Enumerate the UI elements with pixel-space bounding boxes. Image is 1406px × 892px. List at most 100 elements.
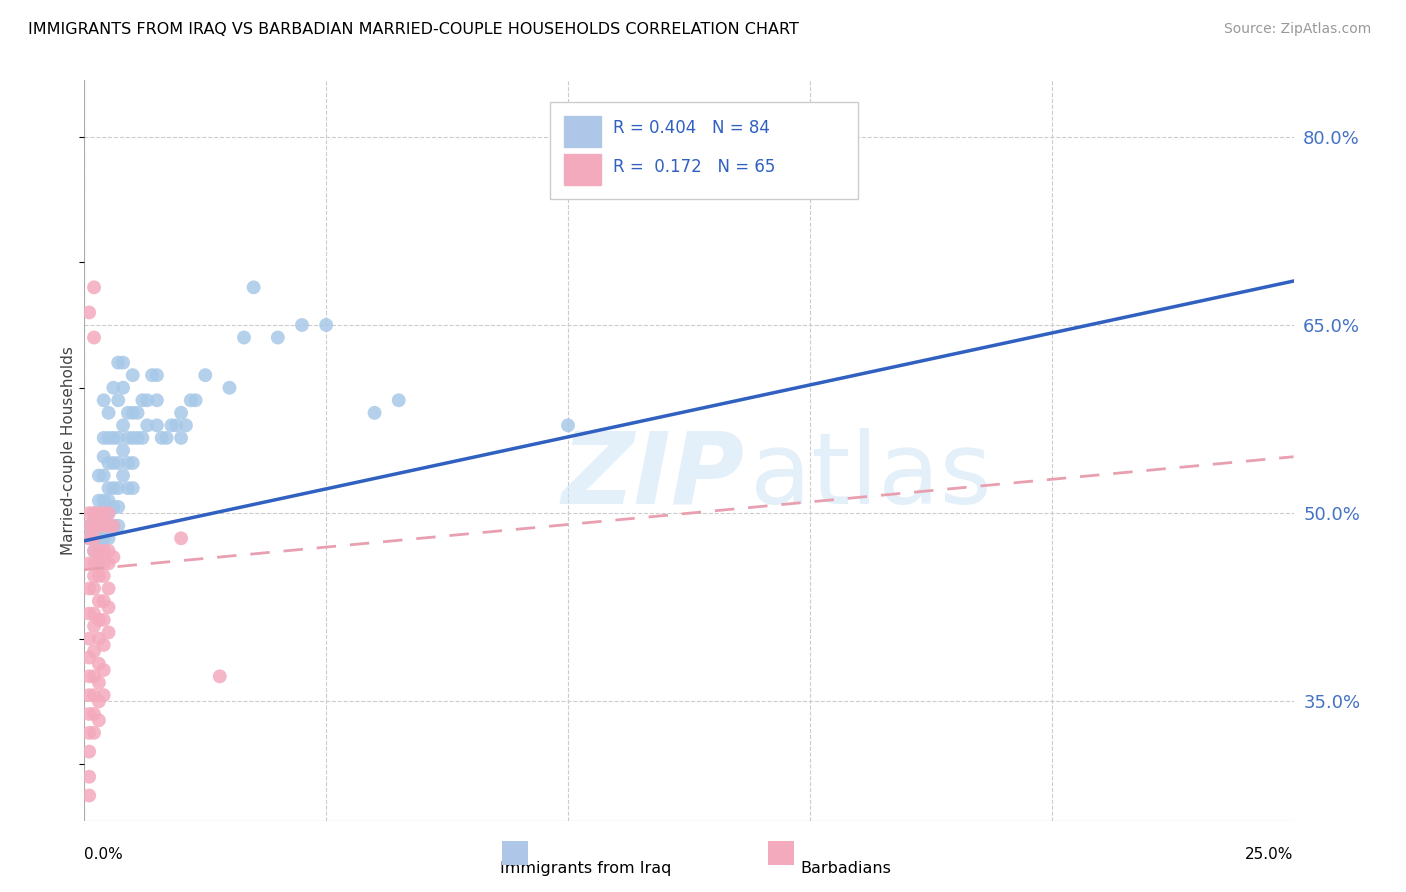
Point: [97, 406, 120, 420]
Point: [103, 550, 125, 565]
Point: [77, 745, 100, 759]
Point: [97, 544, 120, 558]
Point: [112, 356, 135, 370]
Point: [103, 381, 125, 395]
Point: [87, 506, 110, 520]
Point: [127, 406, 149, 420]
Point: [87, 694, 110, 708]
Point: [77, 789, 100, 803]
Point: [83, 518, 105, 533]
Point: [87, 544, 110, 558]
Point: [97, 493, 120, 508]
Text: atlas: atlas: [749, 428, 991, 524]
Point: [184, 393, 207, 408]
Point: [103, 500, 125, 514]
Point: [87, 675, 110, 690]
Point: [155, 431, 177, 445]
Point: [107, 393, 129, 408]
Point: [83, 518, 105, 533]
Point: [97, 600, 120, 615]
Point: [103, 518, 125, 533]
Point: [170, 406, 193, 420]
Point: [77, 669, 100, 683]
Point: [93, 663, 115, 677]
Point: [291, 318, 314, 332]
Point: [83, 688, 105, 702]
Point: [146, 418, 169, 433]
Text: Immigrants from Iraq: Immigrants from Iraq: [501, 862, 672, 876]
Point: [363, 406, 385, 420]
Point: [93, 594, 115, 608]
Point: [170, 531, 193, 545]
Point: [83, 669, 105, 683]
Point: [83, 619, 105, 633]
Point: [97, 582, 120, 596]
Point: [131, 431, 153, 445]
Point: [97, 506, 120, 520]
Point: [117, 406, 139, 420]
Point: [136, 393, 159, 408]
Point: [83, 569, 105, 583]
Text: 0.0%: 0.0%: [84, 847, 124, 862]
Point: [93, 688, 115, 702]
Point: [654, 142, 676, 156]
Point: [97, 431, 120, 445]
Point: [107, 481, 129, 495]
FancyBboxPatch shape: [564, 116, 600, 147]
Point: [87, 613, 110, 627]
Point: [77, 518, 100, 533]
Point: [127, 431, 149, 445]
Point: [93, 544, 115, 558]
Point: [77, 531, 100, 545]
Point: [97, 456, 120, 470]
Point: [87, 657, 110, 671]
Point: [77, 632, 100, 646]
Point: [170, 431, 193, 445]
Point: [97, 506, 120, 520]
Point: [83, 280, 105, 294]
Point: [87, 493, 110, 508]
Point: [83, 582, 105, 596]
Text: Barbadians: Barbadians: [800, 862, 891, 876]
Point: [107, 356, 129, 370]
Point: [121, 456, 143, 470]
Point: [93, 518, 115, 533]
Point: [165, 418, 187, 433]
Point: [93, 638, 115, 652]
Point: [121, 406, 143, 420]
Point: [112, 381, 135, 395]
Point: [83, 506, 105, 520]
Point: [97, 481, 120, 495]
Text: IMMIGRANTS FROM IRAQ VS BARBADIAN MARRIED-COUPLE HOUSEHOLDS CORRELATION CHART: IMMIGRANTS FROM IRAQ VS BARBADIAN MARRIE…: [28, 22, 799, 37]
Point: [107, 456, 129, 470]
Point: [117, 456, 139, 470]
Point: [87, 518, 110, 533]
Point: [83, 531, 105, 545]
Point: [93, 557, 115, 571]
Point: [83, 557, 105, 571]
Point: [83, 607, 105, 621]
Point: [112, 468, 135, 483]
Point: [93, 431, 115, 445]
Point: [194, 368, 217, 383]
Point: [87, 569, 110, 583]
Point: [267, 330, 290, 344]
Point: [112, 443, 135, 458]
Point: [150, 431, 173, 445]
Point: [117, 481, 139, 495]
Point: [103, 481, 125, 495]
Point: [77, 650, 100, 665]
Point: [97, 518, 120, 533]
Point: [388, 393, 411, 408]
Point: [136, 418, 159, 433]
Point: [141, 368, 163, 383]
Point: [87, 557, 110, 571]
Point: [112, 418, 135, 433]
Point: [596, 142, 619, 156]
Point: [131, 393, 153, 408]
Point: [77, 506, 100, 520]
Point: [87, 632, 110, 646]
Point: [146, 368, 169, 383]
Text: R = 0.404   N = 84: R = 0.404 N = 84: [613, 119, 769, 136]
Point: [218, 381, 240, 395]
